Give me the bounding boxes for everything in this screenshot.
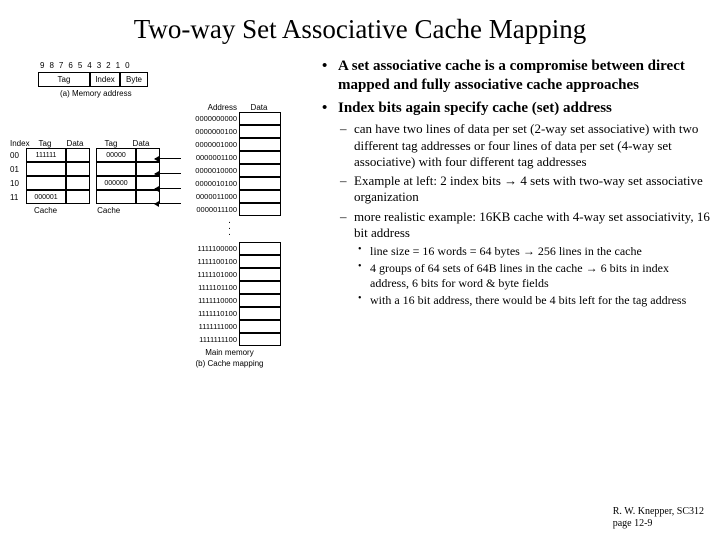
mm-row: 1111101100 bbox=[182, 281, 281, 294]
mm-row: 0000010100 bbox=[182, 177, 281, 190]
bullet-lvl3: line size = 16 words = 64 bytes → 256 li… bbox=[318, 244, 710, 259]
memory-address-layout: Tag Index Byte bbox=[38, 72, 310, 87]
bullet-lvl1: A set associative cache is a compromise … bbox=[318, 57, 710, 95]
bullet-lvl2: more realistic example: 16KB cache with … bbox=[318, 209, 710, 242]
mm-row: 1111101000 bbox=[182, 268, 281, 281]
arrow-icon bbox=[155, 188, 181, 189]
mm-row: 1111110100 bbox=[182, 307, 281, 320]
cache-table: Index Tag Data Tag Data 00 111111 00000 bbox=[10, 139, 166, 215]
mm-row: 0000011100 bbox=[182, 203, 281, 216]
bit-positions: 9 8 7 6 5 4 3 2 1 0 bbox=[40, 61, 310, 70]
cache-row: 10 000000 bbox=[10, 176, 166, 190]
footer-credit: R. W. Knepper, SC312 page 12-9 bbox=[613, 506, 704, 530]
bullet-text: A set associative cache is a compromise … bbox=[310, 53, 710, 511]
mm-row: 1111110000 bbox=[182, 294, 281, 307]
bullet-lvl3: 4 groups of 64 sets of 64B lines in the … bbox=[318, 261, 710, 291]
cache-row: 11 000001 bbox=[10, 190, 166, 204]
mm-row: 1111100100 bbox=[182, 255, 281, 268]
mm-row: 1111111100 bbox=[182, 333, 281, 346]
page-title: Two-way Set Associative Cache Mapping bbox=[0, 0, 720, 53]
mm-row: 1111111000 bbox=[182, 320, 281, 333]
main-memory-label: Main memory bbox=[182, 348, 277, 357]
arrow-icon bbox=[155, 173, 181, 174]
mm-row: 0000010000 bbox=[182, 164, 281, 177]
bullet-lvl1: Index bits again specify cache (set) add… bbox=[318, 99, 710, 118]
vertical-ellipsis-icon: ··· bbox=[182, 216, 277, 242]
diagram-region: 9 8 7 6 5 4 3 2 1 0 Tag Index Byte (a) M… bbox=[10, 53, 310, 511]
mm-row: 1111100000 bbox=[182, 242, 281, 255]
cache-row: 00 111111 00000 bbox=[10, 148, 166, 162]
cache-mapping-caption: (b) Cache mapping bbox=[182, 359, 277, 368]
cache-row: 01 bbox=[10, 162, 166, 176]
mm-row: 0000000100 bbox=[182, 125, 281, 138]
arrow-icon bbox=[155, 158, 181, 159]
arrow-icon bbox=[155, 203, 181, 204]
bullet-lvl3: with a 16 bit address, there would be 4 … bbox=[318, 293, 710, 308]
mm-row: 0000000000 bbox=[182, 112, 281, 125]
mm-row: 0000001000 bbox=[182, 138, 281, 151]
bullet-lvl2: Example at left: 2 index bits → 4 sets w… bbox=[318, 173, 710, 206]
memory-address-caption: (a) Memory address bbox=[60, 89, 310, 98]
mm-row: 0000001100 bbox=[182, 151, 281, 164]
main-memory-table: Address Data 000000000000000001000000001… bbox=[182, 103, 281, 368]
bullet-lvl2: can have two lines of data per set (2-wa… bbox=[318, 121, 710, 170]
mm-row: 0000011000 bbox=[182, 190, 281, 203]
